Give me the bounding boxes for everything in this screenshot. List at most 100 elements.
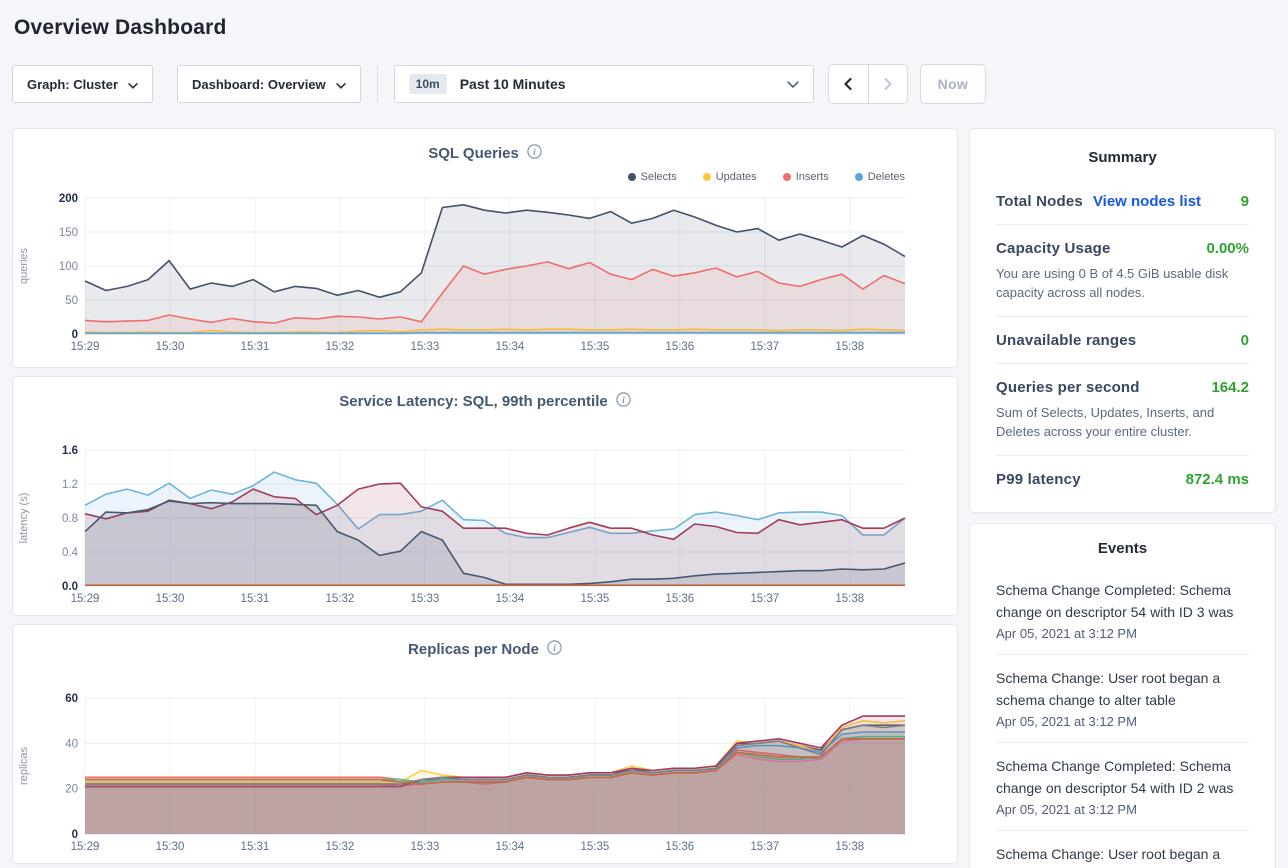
svg-text:15:32: 15:32 (326, 593, 355, 605)
main-content: SQL Queries i Selects Updates Inserts Delet… (12, 128, 1276, 868)
graph-dropdown[interactable]: Graph: Cluster (12, 65, 154, 103)
svg-text:15:32: 15:32 (326, 341, 355, 353)
legend-label: Deletes (867, 171, 905, 183)
legend-item-selects: Selects (627, 171, 677, 183)
legend-label: Updates (715, 171, 757, 183)
summary-row-qps: Queries per second 164.2 Sum of Selects,… (996, 364, 1249, 456)
toolbar-divider (376, 65, 378, 103)
svg-text:15:36: 15:36 (665, 593, 694, 605)
dashboard-dropdown[interactable]: Dashboard: Overview (177, 65, 361, 103)
p99-latency-value: 872.4 ms (1185, 471, 1249, 488)
qps-label: Queries per second (996, 379, 1140, 396)
summary-row-total-nodes: Total Nodes View nodes list 9 (996, 178, 1249, 225)
chart-title: Service Latency: SQL, 99th percentile i (339, 392, 631, 411)
svg-text:0.4: 0.4 (62, 547, 79, 559)
event-item[interactable]: Schema Change: User root began a schema … (996, 831, 1249, 868)
view-nodes-link[interactable]: View nodes list (1092, 193, 1202, 210)
unavailable-ranges-label: Unavailable ranges (996, 332, 1137, 349)
chevron-down-icon (335, 77, 346, 92)
sql-queries-chart-card: SQL Queries i Selects Updates Inserts Delet… (12, 128, 958, 368)
svg-text:150: 150 (59, 227, 78, 239)
svg-text:0.0: 0.0 (62, 581, 78, 593)
svg-text:15:31: 15:31 (241, 341, 270, 353)
time-next-button[interactable] (867, 65, 907, 103)
unavailable-ranges-value: 0 (1240, 332, 1249, 349)
capacity-usage-description: You are using 0 B of 4.5 GiB usable disk… (996, 266, 1229, 300)
svg-text:15:37: 15:37 (750, 593, 779, 605)
service-latency-chart[interactable]: 0.0 0.4 0.8 1.2 1.6 15:29 15:30 15:31 15:32 15:33… (13, 440, 957, 610)
svg-text:15:29: 15:29 (71, 593, 100, 605)
sidebar: Summary Total Nodes View nodes list 9 Ca… (969, 128, 1276, 868)
summary-row-capacity: Capacity Usage 0.00% You are using 0 B o… (996, 225, 1249, 317)
events-panel: Events Schema Change Completed: Schema c… (969, 523, 1276, 868)
chart-title: SQL Queries i (428, 144, 542, 163)
total-nodes-label: Total Nodes (996, 193, 1083, 210)
info-icon[interactable]: i (616, 392, 631, 411)
chart-title: Replicas per Node i (408, 640, 562, 659)
svg-text:15:33: 15:33 (411, 841, 440, 853)
svg-text:15:36: 15:36 (665, 841, 694, 853)
svg-text:15:37: 15:37 (750, 341, 779, 353)
legend-dot-icon (854, 173, 863, 181)
svg-text:latency (s): latency (s) (18, 493, 30, 544)
svg-text:replicas: replicas (18, 747, 30, 785)
svg-text:1.6: 1.6 (62, 445, 78, 457)
info-icon[interactable]: i (527, 144, 542, 163)
event-text: Schema Change Completed: Schema change o… (996, 582, 1234, 620)
event-item[interactable]: Schema Change: User root began a schema … (996, 655, 1249, 743)
svg-text:15:31: 15:31 (241, 593, 270, 605)
svg-text:15:33: 15:33 (411, 341, 440, 353)
svg-text:15:29: 15:29 (71, 841, 100, 853)
svg-text:15:38: 15:38 (835, 841, 864, 853)
svg-text:15:37: 15:37 (750, 841, 779, 853)
chart-legend: Selects Updates Inserts Deletes (13, 166, 957, 188)
chevron-down-icon (786, 80, 799, 88)
summary-row-unavailable-ranges: Unavailable ranges 0 (996, 317, 1249, 364)
svg-text:queries: queries (18, 247, 30, 284)
event-item[interactable]: Schema Change Completed: Schema change o… (996, 567, 1249, 655)
summary-title: Summary (1088, 149, 1157, 166)
svg-text:15:29: 15:29 (71, 341, 100, 353)
replicas-per-node-chart-card: Replicas per Node i 0 20 40 60 15:29 15:30 15:… (12, 624, 958, 864)
svg-text:1.2: 1.2 (62, 479, 78, 491)
now-button[interactable]: Now (919, 64, 987, 104)
svg-text:15:34: 15:34 (495, 841, 524, 853)
event-timestamp: Apr 05, 2021 at 3:12 PM (996, 802, 1137, 817)
svg-text:60: 60 (65, 693, 78, 705)
toolbar: Graph: Cluster Dashboard: Overview 10m P… (12, 64, 1276, 104)
legend-dot-icon (782, 173, 791, 181)
event-text: Schema Change: User root began a schema … (996, 670, 1221, 708)
charts-column: SQL Queries i Selects Updates Inserts Delet… (12, 128, 958, 864)
sql-queries-chart[interactable]: 0 50 100 150 200 15:29 15:30 15:31 15:32 15:33 15:… (13, 188, 957, 358)
svg-text:15:36: 15:36 (665, 341, 694, 353)
service-latency-chart-card: Service Latency: SQL, 99th percentile i … (12, 376, 958, 616)
replicas-per-node-chart[interactable]: 0 20 40 60 15:29 15:30 15:31 15:32 15:33 15:34 15:… (13, 688, 957, 858)
legend-dot-icon (702, 173, 711, 181)
svg-text:15:34: 15:34 (495, 593, 524, 605)
legend-label: Inserts (795, 171, 829, 183)
event-item[interactable]: Schema Change Completed: Schema change o… (996, 743, 1249, 831)
legend-item-deletes: Deletes (854, 171, 905, 183)
event-text: Schema Change: User root began a schema … (996, 846, 1221, 862)
info-icon[interactable]: i (547, 640, 562, 659)
svg-text:15:34: 15:34 (495, 341, 524, 353)
qps-value: 164.2 (1211, 379, 1249, 396)
capacity-usage-label: Capacity Usage (996, 240, 1111, 257)
event-text: Schema Change Completed: Schema change o… (996, 758, 1234, 796)
legend-dot-icon (627, 173, 636, 181)
svg-text:15:38: 15:38 (835, 593, 864, 605)
time-range-label: Past 10 Minutes (459, 76, 566, 92)
svg-text:200: 200 (59, 193, 78, 205)
time-nav-group (827, 64, 908, 104)
svg-text:40: 40 (65, 738, 78, 750)
svg-text:15:30: 15:30 (156, 341, 185, 353)
time-range-selector[interactable]: 10m Past 10 Minutes (393, 65, 814, 103)
chevron-down-icon (128, 77, 138, 92)
events-list: Schema Change Completed: Schema change o… (996, 567, 1249, 868)
svg-text:100: 100 (59, 261, 78, 273)
svg-text:15:30: 15:30 (156, 593, 185, 605)
svg-text:50: 50 (65, 295, 78, 307)
dashboard-dropdown-label: Dashboard: Overview (192, 76, 326, 92)
time-prev-button[interactable] (828, 65, 868, 103)
